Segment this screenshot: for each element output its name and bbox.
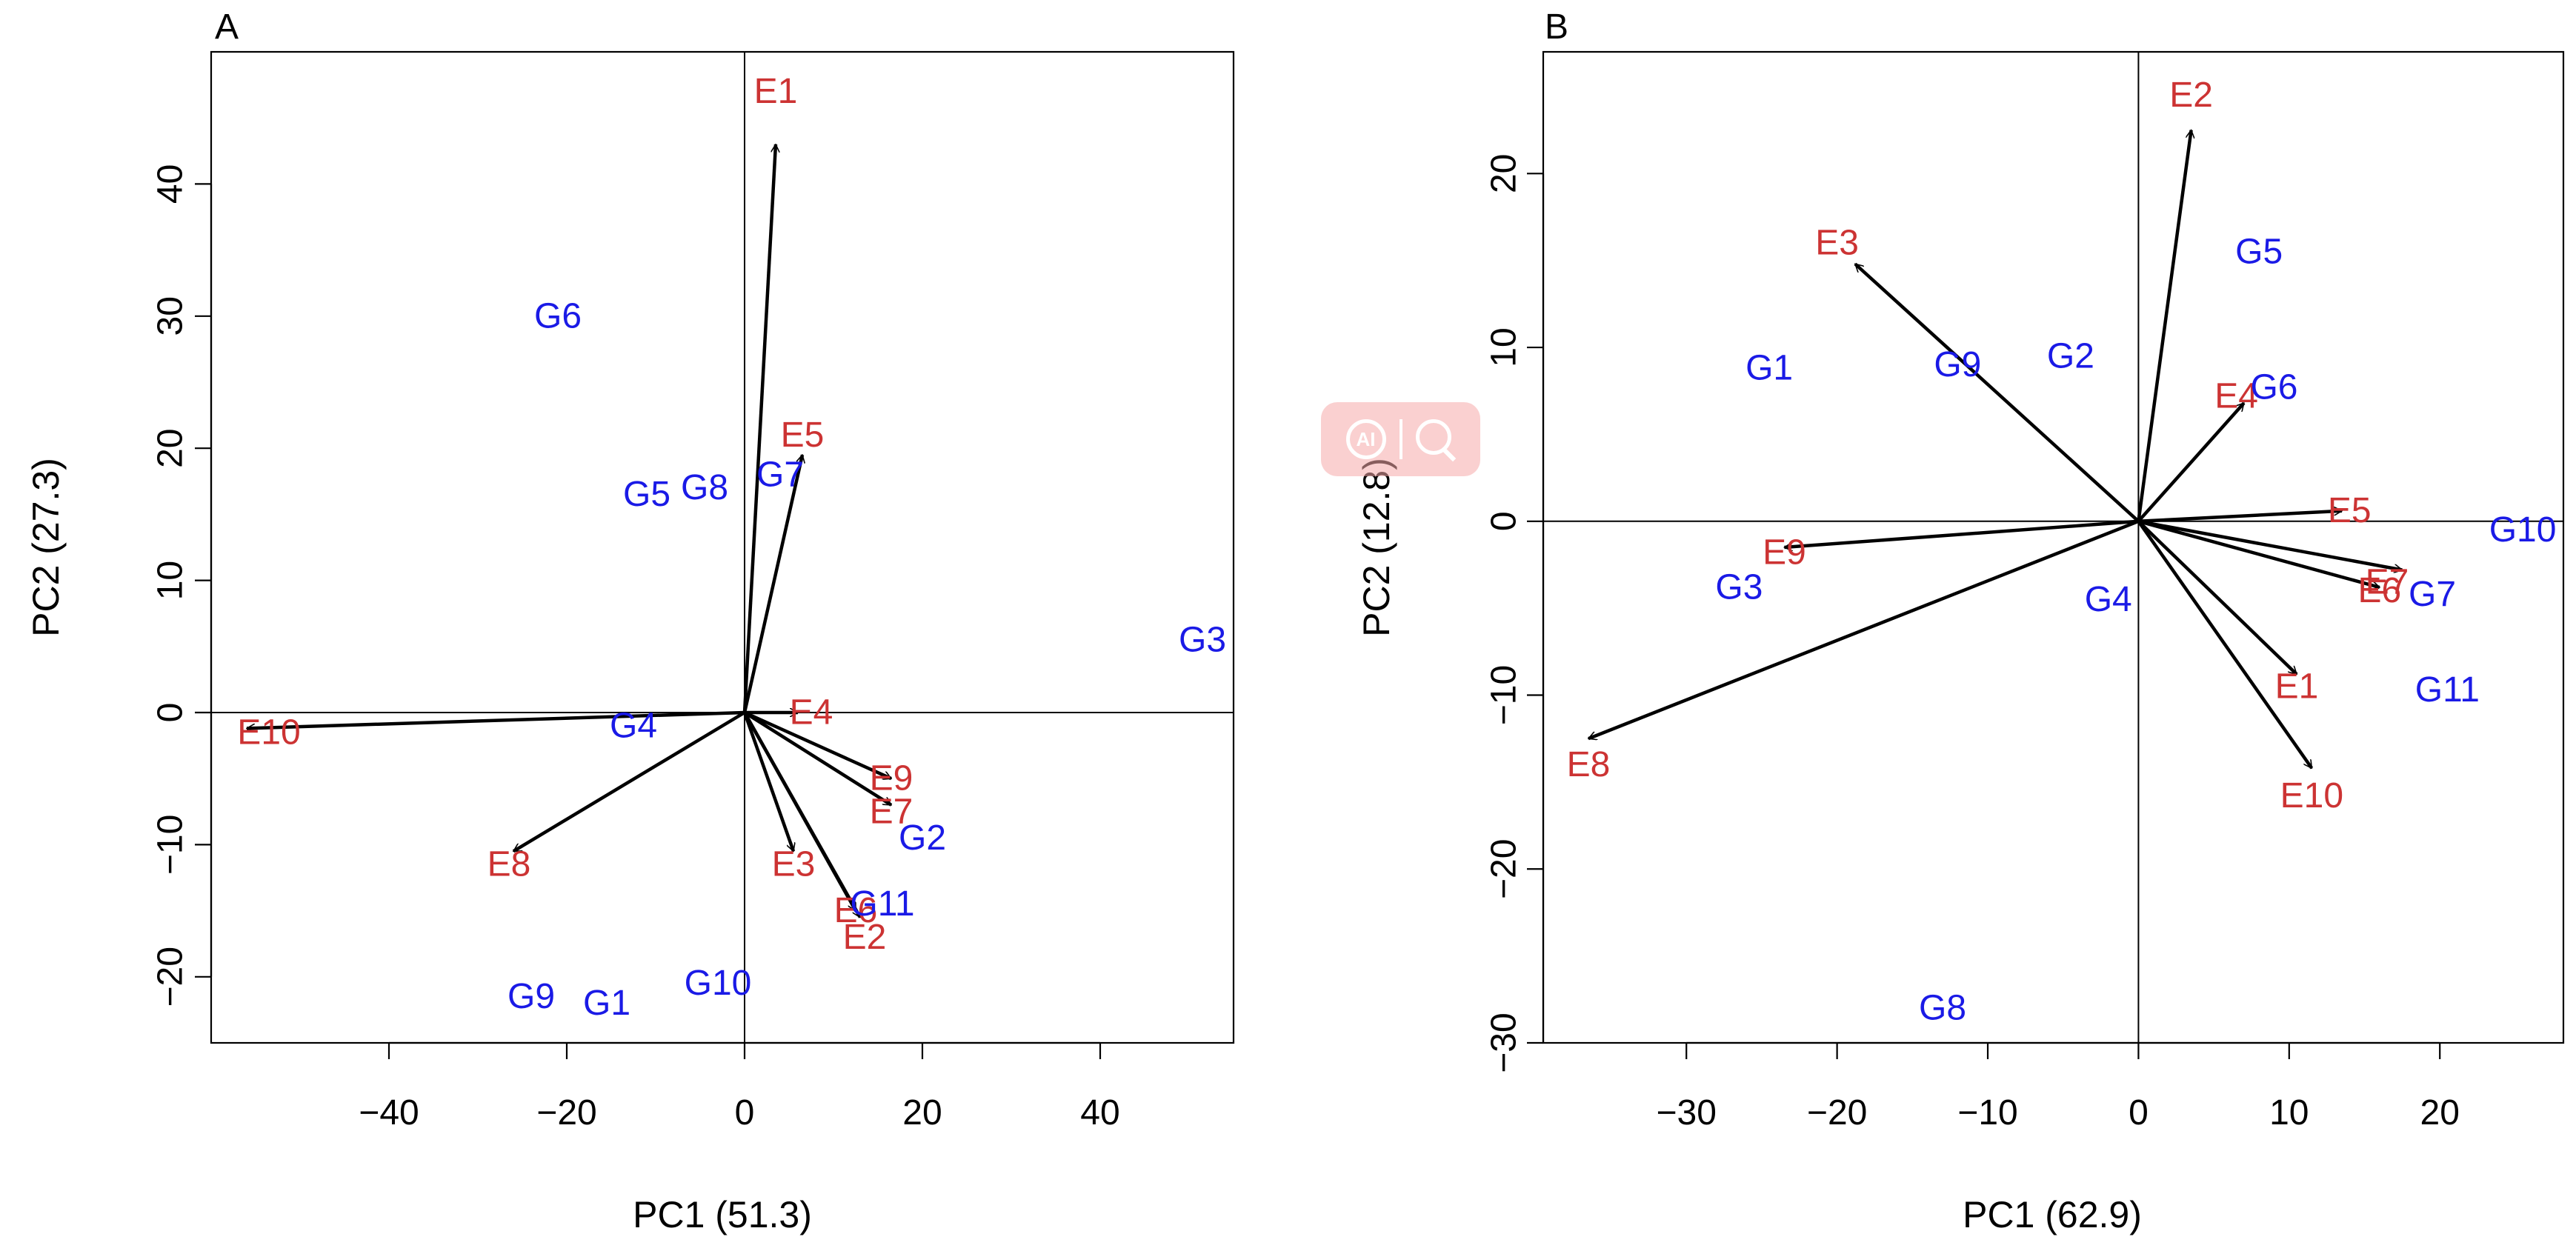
environment-vector-e10 bbox=[247, 710, 745, 728]
environment-label-e4: E4 bbox=[2214, 376, 2258, 416]
environment-label-e6: E6 bbox=[834, 891, 878, 930]
genotype-label-g10: G10 bbox=[685, 964, 752, 1003]
y-tick-label: −30 bbox=[1485, 1013, 1524, 1072]
genotype-label-g3: G3 bbox=[1715, 567, 1763, 607]
environment-label-e7: E7 bbox=[870, 792, 913, 831]
environment-label-e2: E2 bbox=[843, 918, 887, 957]
genotype-label-g10: G10 bbox=[2489, 510, 2557, 550]
panel-a-biplot: −40 −20 0 20 40 −20 −10 0 10 20 30 40 PC1 (51.3) PC2 … bbox=[25, 7, 1235, 1235]
watermark-divider bbox=[1399, 419, 1402, 459]
x-tick-label: 20 bbox=[902, 1093, 942, 1132]
genotype-label-g6: G6 bbox=[2250, 368, 2297, 407]
environment-label-e8: E8 bbox=[1567, 745, 1611, 784]
genotype-label-g8: G8 bbox=[681, 468, 728, 507]
genotype-label-g5: G5 bbox=[2235, 232, 2283, 271]
x-tick-label: 20 bbox=[2420, 1093, 2460, 1132]
genotype-label-g1: G1 bbox=[1745, 349, 1793, 388]
x-tick-label: 0 bbox=[735, 1093, 755, 1132]
environment-vector-e7 bbox=[743, 711, 891, 807]
genotype-label-g7: G7 bbox=[756, 455, 804, 494]
environment-vector-e8 bbox=[1588, 519, 2140, 738]
environment-vector-e3 bbox=[1854, 262, 2140, 523]
environment-vector-e10 bbox=[2137, 520, 2314, 768]
environment-vector-e5 bbox=[2138, 511, 2342, 524]
genotype-label-g3: G3 bbox=[1179, 620, 1226, 659]
y-tick-label: −10 bbox=[151, 815, 190, 875]
environment-vector-e9 bbox=[1784, 519, 2139, 547]
y-tick-label: 10 bbox=[151, 561, 190, 600]
environment-label-e3: E3 bbox=[772, 845, 816, 884]
ai-icon: AI bbox=[1345, 419, 1386, 459]
y-tick-label: 40 bbox=[151, 164, 190, 204]
plot-frame bbox=[210, 50, 1235, 1044]
y-tick-label: 0 bbox=[1485, 511, 1524, 531]
environment-vector-e1 bbox=[2137, 520, 2298, 675]
environment-label-e9: E9 bbox=[1763, 533, 1806, 573]
x-tick-label: −10 bbox=[1957, 1093, 2017, 1132]
environment-label-e2: E2 bbox=[2169, 76, 2213, 115]
genotype-label-g1: G1 bbox=[583, 984, 630, 1023]
genotype-label-g5: G5 bbox=[623, 475, 670, 514]
environment-label-e1: E1 bbox=[754, 72, 798, 111]
y-axis-label: PC2 (12.8) bbox=[1356, 458, 1397, 637]
y-tick-label: 0 bbox=[151, 703, 190, 723]
x-tick-label: −20 bbox=[536, 1093, 596, 1132]
environment-label-e1: E1 bbox=[2275, 667, 2319, 706]
y-tick-label: 10 bbox=[1485, 327, 1524, 367]
genotype-label-g2: G2 bbox=[2047, 336, 2094, 376]
y-axis-label: PC2 (27.3) bbox=[25, 458, 67, 637]
x-axis-label: PC1 (51.3) bbox=[633, 1194, 812, 1235]
environment-vector-e1 bbox=[742, 144, 776, 713]
genotype-label-g7: G7 bbox=[2409, 575, 2456, 614]
environment-label-e3: E3 bbox=[1815, 224, 1859, 263]
genotype-label-g11: G11 bbox=[2415, 670, 2480, 710]
x-tick-label: −40 bbox=[359, 1093, 419, 1132]
genotype-label-g11: G11 bbox=[850, 884, 914, 924]
genotype-label-g9: G9 bbox=[1934, 345, 1981, 384]
plot-frame bbox=[1542, 50, 2565, 1044]
genotype-label-g2: G2 bbox=[899, 818, 946, 858]
environment-label-e5: E5 bbox=[2328, 491, 2372, 530]
environment-label-e10: E10 bbox=[237, 713, 300, 752]
environment-label-e7: E7 bbox=[2366, 562, 2409, 601]
genotype-label-g4: G4 bbox=[610, 706, 657, 745]
environment-label-e6: E6 bbox=[2357, 571, 2401, 610]
y-tick-label: 20 bbox=[1485, 154, 1524, 193]
genotype-label-g8: G8 bbox=[1919, 989, 1966, 1028]
x-tick-label: 10 bbox=[2269, 1093, 2309, 1132]
environment-label-e5: E5 bbox=[781, 416, 825, 455]
environment-label-e10: E10 bbox=[2280, 776, 2343, 815]
genotype-label-g9: G9 bbox=[507, 977, 555, 1016]
environment-vector-e3 bbox=[742, 712, 793, 851]
environment-vector-e9 bbox=[744, 710, 891, 781]
y-tick-label: −20 bbox=[151, 947, 190, 1007]
environment-vector-e6 bbox=[2137, 519, 2379, 587]
environment-vector-e8 bbox=[513, 711, 746, 853]
environment-label-e9: E9 bbox=[870, 759, 913, 798]
y-tick-label: 20 bbox=[151, 429, 190, 468]
y-tick-label: −20 bbox=[1485, 839, 1524, 899]
environment-label-e8: E8 bbox=[487, 845, 531, 884]
x-axis-label: PC1 (62.9) bbox=[1963, 1194, 2142, 1235]
ai-search-watermark: AI bbox=[1321, 402, 1480, 476]
y-tick-label: 30 bbox=[151, 296, 190, 336]
y-tick-label: −10 bbox=[1485, 665, 1524, 725]
environment-vector-e5 bbox=[742, 455, 802, 713]
x-tick-label: −20 bbox=[1807, 1093, 1867, 1132]
search-icon bbox=[1415, 419, 1456, 459]
genotype-label-g6: G6 bbox=[534, 296, 582, 336]
x-tick-label: −30 bbox=[1657, 1093, 1717, 1132]
x-tick-label: 40 bbox=[1080, 1093, 1119, 1132]
environment-vector-e2 bbox=[2137, 130, 2191, 522]
x-tick-label: 0 bbox=[2129, 1093, 2149, 1132]
panel-title: A bbox=[215, 7, 239, 47]
environment-vector-e6 bbox=[743, 711, 857, 911]
genotype-label-g4: G4 bbox=[2085, 580, 2132, 619]
environment-vector-e7 bbox=[2138, 519, 2402, 570]
environment-vector-e4 bbox=[2137, 401, 2246, 523]
environment-label-e4: E4 bbox=[790, 693, 833, 733]
panel-title: B bbox=[1545, 7, 1568, 47]
panel-b-biplot: −30 −20 −10 0 10 20 −30 −20 −10 0 10 20 PC1 (62.9) PC… bbox=[1356, 7, 2565, 1235]
